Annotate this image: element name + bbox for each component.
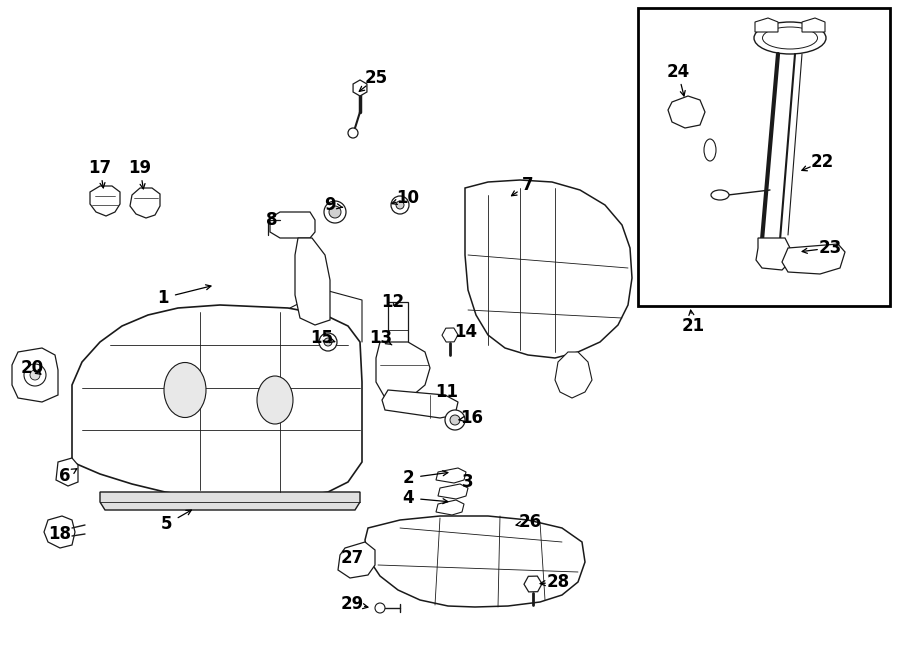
- Circle shape: [391, 196, 409, 214]
- Polygon shape: [72, 305, 362, 498]
- Ellipse shape: [711, 190, 729, 200]
- Polygon shape: [755, 18, 778, 32]
- Polygon shape: [295, 238, 330, 325]
- Text: 6: 6: [59, 467, 71, 485]
- Polygon shape: [44, 516, 75, 548]
- Polygon shape: [376, 342, 430, 400]
- Text: 1: 1: [158, 289, 169, 307]
- Polygon shape: [436, 500, 464, 515]
- Polygon shape: [438, 484, 468, 499]
- Text: 19: 19: [129, 159, 151, 177]
- Polygon shape: [365, 516, 585, 607]
- Text: 20: 20: [21, 359, 43, 377]
- Text: 17: 17: [88, 159, 112, 177]
- Circle shape: [24, 364, 46, 386]
- Text: 14: 14: [454, 323, 478, 341]
- Text: 24: 24: [666, 63, 689, 81]
- Polygon shape: [555, 352, 592, 398]
- Circle shape: [324, 338, 332, 346]
- Polygon shape: [56, 458, 78, 486]
- Text: 23: 23: [818, 239, 842, 257]
- Text: 10: 10: [397, 189, 419, 207]
- Circle shape: [319, 333, 337, 351]
- Bar: [638, 8, 890, 306]
- Polygon shape: [465, 180, 632, 358]
- Text: 12: 12: [382, 293, 405, 311]
- Text: 26: 26: [518, 513, 542, 531]
- Polygon shape: [382, 390, 458, 418]
- Text: 8: 8: [266, 211, 278, 229]
- Text: 25: 25: [364, 69, 388, 87]
- Circle shape: [445, 410, 465, 430]
- Polygon shape: [782, 244, 845, 274]
- Polygon shape: [802, 18, 825, 32]
- Polygon shape: [756, 238, 790, 270]
- Polygon shape: [90, 186, 120, 216]
- Polygon shape: [338, 542, 375, 578]
- Circle shape: [324, 201, 346, 223]
- Text: 4: 4: [402, 489, 414, 507]
- Ellipse shape: [164, 362, 206, 418]
- Ellipse shape: [704, 139, 716, 161]
- Text: 28: 28: [546, 573, 570, 591]
- Text: 22: 22: [810, 153, 833, 171]
- Text: 15: 15: [310, 329, 334, 347]
- Text: 3: 3: [463, 473, 473, 491]
- Circle shape: [30, 370, 40, 380]
- Text: 11: 11: [436, 383, 458, 401]
- Circle shape: [375, 603, 385, 613]
- Polygon shape: [668, 96, 705, 128]
- Circle shape: [348, 128, 358, 138]
- Circle shape: [450, 415, 460, 425]
- Text: 9: 9: [324, 196, 336, 214]
- Polygon shape: [100, 492, 360, 510]
- Circle shape: [396, 201, 404, 209]
- Text: 5: 5: [161, 515, 173, 533]
- Polygon shape: [12, 348, 58, 402]
- Ellipse shape: [257, 376, 293, 424]
- Text: 13: 13: [369, 329, 392, 347]
- Text: 16: 16: [461, 409, 483, 427]
- Polygon shape: [388, 302, 408, 372]
- Polygon shape: [130, 188, 160, 218]
- Polygon shape: [270, 212, 315, 238]
- Ellipse shape: [762, 27, 817, 49]
- Text: 29: 29: [340, 595, 364, 613]
- Ellipse shape: [754, 22, 826, 54]
- Text: 2: 2: [402, 469, 414, 487]
- Text: 27: 27: [340, 549, 364, 567]
- Circle shape: [329, 206, 341, 218]
- Text: 21: 21: [681, 317, 705, 335]
- Text: 18: 18: [49, 525, 71, 543]
- Polygon shape: [436, 468, 466, 483]
- Text: 7: 7: [522, 176, 534, 194]
